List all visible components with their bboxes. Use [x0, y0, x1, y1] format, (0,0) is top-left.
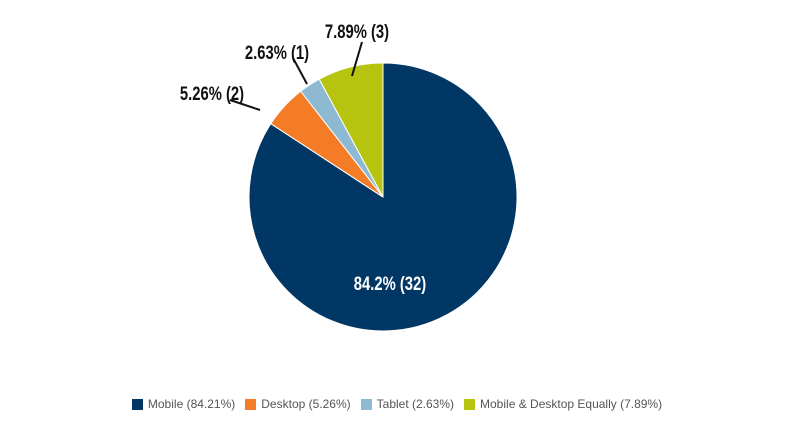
legend-item-mobile-desktop-equally[interactable]: Mobile & Desktop Equally (7.89%) [464, 397, 662, 411]
legend-item-tablet[interactable]: Tablet (2.63%) [360, 397, 455, 411]
data-label-mobile: 84.2% (32) [354, 273, 426, 294]
legend-swatch [131, 398, 143, 410]
legend-label: Desktop (5.26%) [261, 397, 351, 411]
leader-line-mobile-desktop-equally [351, 41, 363, 77]
chart-legend: Mobile (84.21%) Desktop (5.26%) Tablet (2.… [0, 397, 794, 411]
legend-label: Mobile & Desktop Equally (7.89%) [480, 397, 663, 411]
legend-item-mobile[interactable]: Mobile (84.21%) [131, 397, 236, 411]
leader-line-desktop [229, 99, 261, 111]
legend-item-desktop[interactable]: Desktop (5.26%) [245, 397, 351, 411]
legend-swatch [360, 398, 372, 410]
legend-label: Tablet (2.63%) [376, 397, 455, 411]
legend-label: Mobile (84.21%) [147, 397, 236, 411]
leader-line-tablet [292, 57, 308, 85]
data-label-tablet: 2.63% (1) [245, 42, 309, 63]
legend-swatch [464, 398, 476, 410]
legend-swatch [245, 398, 257, 410]
data-label-desktop: 5.26% (2) [180, 83, 244, 104]
data-label-mobile-desktop-equally: 7.89% (3) [325, 21, 389, 42]
pie-slice-mobile-desktop-equally[interactable] [318, 62, 384, 198]
